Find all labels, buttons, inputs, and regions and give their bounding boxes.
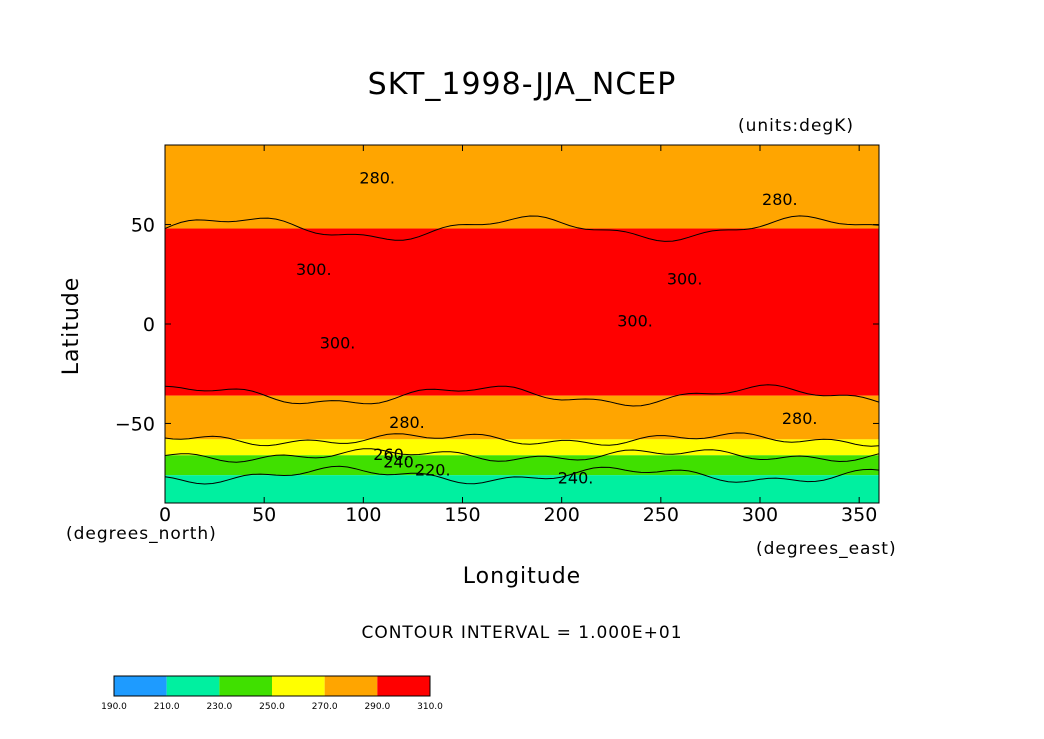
- colorbar-label-6: 310.0: [417, 702, 443, 712]
- x-tick-label-5: 250: [643, 504, 679, 526]
- contour-line-3: [165, 448, 879, 463]
- x-tick-label-1: 50: [252, 504, 276, 526]
- temperature-field: [165, 145, 879, 503]
- band-1: [165, 228, 879, 396]
- y-tick-label-0: −50: [115, 413, 155, 435]
- colorbar-swatch-0: [114, 676, 167, 696]
- contour-label-11: 240.: [558, 469, 594, 488]
- contour-lines: [165, 215, 879, 485]
- axis-ticks: 0 50 100 150 200 250 300 350 −50 0 50: [115, 145, 879, 526]
- contour-line-2: [165, 432, 879, 447]
- colorbar-swatch-4: [324, 676, 378, 696]
- x-tick-label-3: 150: [444, 504, 480, 526]
- y-tick-label-1: 0: [143, 314, 155, 336]
- colorbar-label-5: 290.0: [364, 702, 391, 712]
- contour-label-9: 240.: [383, 453, 419, 472]
- units-label: (units:degK): [738, 116, 854, 136]
- y-axis-units: (degrees_north): [66, 524, 217, 544]
- y-tick-label-2: 50: [131, 215, 155, 237]
- contour-label-1: 280.: [762, 190, 798, 209]
- contour-label-3: 300.: [667, 270, 703, 289]
- contour-labels: 280.280.300.300.300.300.280. 280.260.240.…: [296, 168, 818, 487]
- colorbar-label-3: 250.0: [259, 702, 285, 712]
- colorbar-swatch-3: [272, 676, 325, 696]
- x-tick-label-6: 300: [742, 504, 778, 526]
- contour-label-6: 280.: [389, 413, 425, 432]
- colorbar-label-0: 190.0: [101, 702, 127, 712]
- contour-label-7: 280.: [782, 409, 818, 428]
- contour-label-0: 280.: [359, 168, 395, 187]
- contour-label-5: 300.: [320, 333, 356, 352]
- band-0: [165, 145, 879, 229]
- band-2: [165, 395, 879, 440]
- x-axis-units: (degrees_east): [756, 539, 897, 559]
- contour-label-4: 300.: [617, 312, 653, 331]
- contour-line-1: [165, 384, 879, 407]
- chart-title: SKT_1998-JJA_NCEP: [367, 67, 677, 102]
- contour-interval: CONTOUR INTERVAL = 1.000E+01: [361, 623, 683, 643]
- x-tick-label-0: 0: [159, 504, 171, 526]
- y-axis-label: Latitude: [59, 276, 84, 376]
- x-tick-label-2: 100: [345, 504, 381, 526]
- colorbar-swatch-1: [166, 676, 220, 696]
- colorbar-swatch-5: [377, 676, 430, 696]
- contour-label-2: 300.: [296, 260, 332, 279]
- x-tick-label-7: 350: [841, 504, 877, 526]
- x-tick-label-4: 200: [544, 504, 580, 526]
- x-axis-label: Longitude: [462, 564, 582, 589]
- contour-line-4: [165, 465, 879, 485]
- colorbar-label-4: 270.0: [311, 702, 338, 712]
- colorbar-label-1: 210.0: [153, 702, 180, 712]
- band-4: [165, 455, 879, 476]
- contour-label-10: 220.: [415, 461, 451, 480]
- colorbar-swatch-2: [219, 676, 272, 696]
- contour-label-8: 260.: [373, 445, 409, 464]
- contour-line-0: [165, 215, 879, 242]
- colorbar-label-2: 230.0: [206, 702, 233, 712]
